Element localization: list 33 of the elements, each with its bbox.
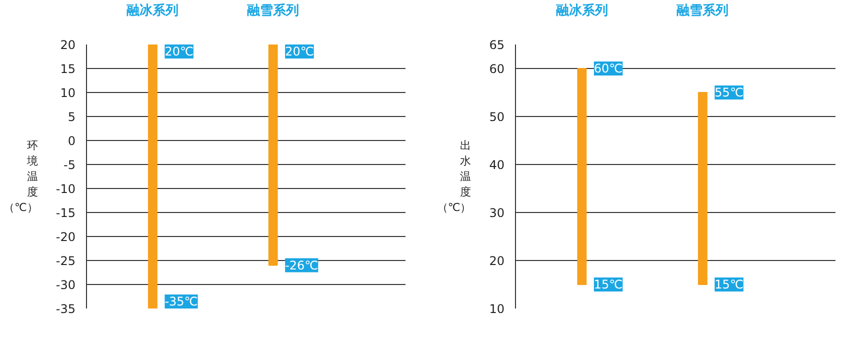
y-tick-label: -20 (56, 230, 76, 244)
y-tick-label: 20 (489, 254, 505, 268)
y-tick-label: -5 (64, 158, 76, 172)
annotation: 15℃ (714, 278, 744, 292)
y-axis-title: 出水温度（℃） (436, 138, 472, 214)
y-tick-label: 65 (489, 38, 505, 52)
x-tick-label: 融冰系列 (126, 2, 179, 18)
y-tick-label: 40 (489, 158, 505, 172)
annotation: 55℃ (714, 86, 744, 100)
y-tick-label: -30 (56, 278, 76, 292)
x-tick-label: 融雪系列 (247, 2, 300, 18)
y-tick-label: 10 (489, 302, 505, 316)
annotation: 60℃ (594, 62, 623, 76)
y-tick-label: -15 (56, 206, 76, 220)
y-axis-title: 环境温度（℃） (4, 138, 38, 214)
y-tick-label: 20 (60, 38, 76, 52)
y-tick-label: -10 (56, 182, 76, 196)
y-tick-label: 60 (489, 62, 505, 76)
x-tick-label: 融冰系列 (556, 2, 608, 18)
y-tick-label: -35 (56, 302, 76, 316)
y-tick-label: 30 (489, 206, 505, 220)
y-tick-label: 15 (60, 62, 76, 76)
annotation: -35℃ (164, 294, 198, 308)
y-tick-label: 0 (68, 134, 76, 148)
y-tick-label: 10 (60, 86, 76, 100)
annotation: -26℃ (285, 258, 318, 272)
annotation: 20℃ (164, 44, 194, 58)
annotation: 20℃ (285, 44, 314, 58)
y-tick-label: 5 (68, 110, 76, 124)
y-tick-label: -25 (56, 254, 76, 268)
annotation: 15℃ (594, 278, 623, 292)
y-tick-label: 50 (489, 110, 505, 124)
x-tick-label: 融雪系列 (676, 2, 729, 18)
